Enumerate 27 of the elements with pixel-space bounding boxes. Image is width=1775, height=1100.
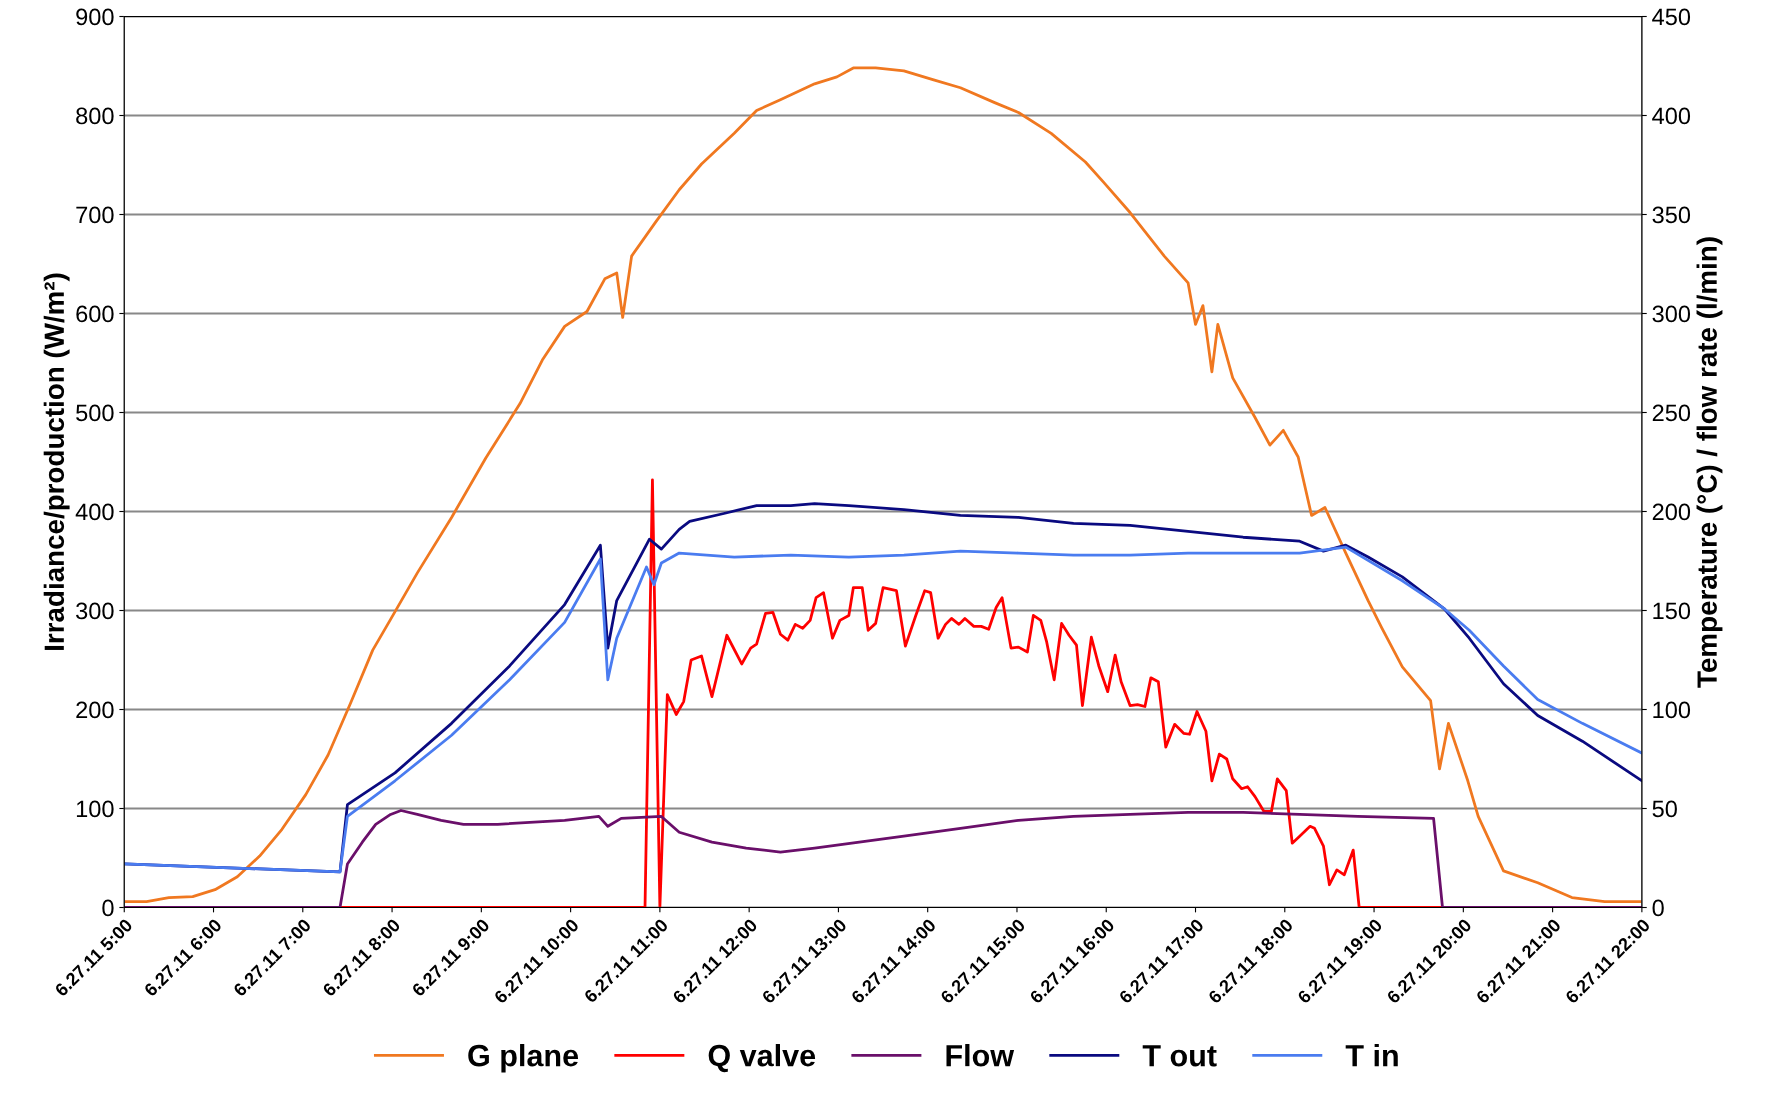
- y2-tick-label: 300: [1652, 305, 1691, 323]
- y2-axis-title: Temperature (°C) / flow rate (l/min): [1696, 237, 1723, 688]
- y2-tick-label: 200: [1652, 503, 1691, 521]
- y2-tick-label: 150: [1653, 602, 1691, 620]
- y-axis-title: Irradiance/production (W/m²): [43, 273, 70, 650]
- y2-tick-label: 250: [1652, 404, 1691, 422]
- y-tick-label: 200: [76, 701, 114, 719]
- y2-tick-label: 450: [1652, 8, 1691, 26]
- y-tick-label: 500: [76, 404, 114, 422]
- y-tick-label: 100: [76, 800, 114, 818]
- y2-tick-label: 0: [1652, 899, 1664, 917]
- legend-label: G plane: [468, 1044, 579, 1073]
- y-tick-label: 0: [102, 899, 114, 917]
- y2-tick-label: 50: [1652, 800, 1677, 818]
- y-tick-label: 600: [76, 305, 114, 323]
- y-tick-label: 300: [76, 602, 114, 620]
- y2-tick-label: 400: [1652, 107, 1691, 125]
- y-tick-label: 900: [76, 8, 114, 26]
- legend-label: T in: [1345, 1044, 1398, 1067]
- y2-tick-label: 100: [1653, 701, 1691, 719]
- legend-label: Flow: [946, 1044, 1015, 1067]
- y-tick-label: 400: [75, 503, 114, 521]
- y2-tick-label: 350: [1652, 206, 1691, 224]
- legend-label: Q valve: [708, 1044, 816, 1073]
- y-tick-label: 800: [76, 107, 114, 125]
- legend-label: T out: [1142, 1045, 1217, 1067]
- y-tick-label: 700: [76, 206, 114, 224]
